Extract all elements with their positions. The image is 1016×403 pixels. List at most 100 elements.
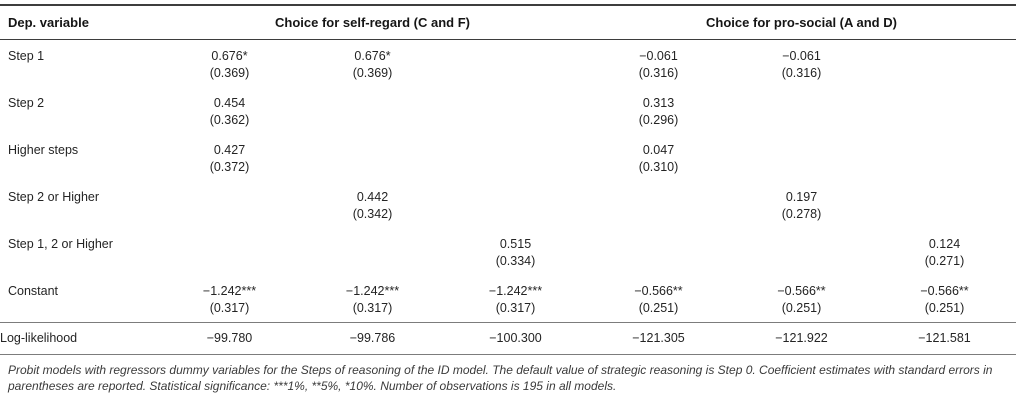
table-row-constant: Constant −1.242*** −1.242*** −1.242*** −…	[0, 275, 1016, 300]
column-group-self-regard: Choice for self-regard (C and F)	[274, 15, 471, 30]
regression-table: Dep. variable Choice for self-regard (C …	[0, 4, 1016, 355]
column-group-pro-social: Choice for pro-social (A and D)	[706, 15, 897, 30]
se-cell	[301, 112, 444, 134]
se-cell: (0.317)	[209, 301, 250, 315]
log-likelihood-cell: −121.581	[918, 331, 971, 345]
se-cell: (0.372)	[209, 160, 250, 174]
se-cell	[301, 253, 444, 275]
coef-cell	[730, 134, 873, 159]
row-label-spacer	[0, 253, 158, 275]
log-likelihood-cell: −100.300	[489, 331, 542, 345]
table-row-higher-steps-se: (0.372) (0.310)	[0, 159, 1016, 181]
row-label-spacer	[0, 206, 158, 228]
coef-cell: 0.197	[785, 190, 818, 204]
se-cell	[873, 65, 1016, 87]
coef-cell: 0.427	[213, 143, 246, 157]
coef-cell: 0.454	[213, 96, 246, 110]
coef-cell	[873, 181, 1016, 206]
se-cell: (0.316)	[781, 66, 822, 80]
se-cell: (0.334)	[495, 254, 536, 268]
coef-cell	[873, 87, 1016, 112]
se-cell	[873, 112, 1016, 134]
log-likelihood-cell: −99.780	[206, 331, 253, 345]
coef-cell	[444, 134, 587, 159]
table-row-constant-se: (0.317) (0.317) (0.317) (0.251) (0.251) …	[0, 300, 1016, 323]
se-cell: (0.362)	[209, 113, 250, 127]
coef-cell: 0.442	[356, 190, 389, 204]
se-cell: (0.278)	[781, 207, 822, 221]
row-label: Log-likelihood	[0, 331, 78, 345]
row-label: Constant	[8, 284, 59, 298]
row-label: Step 1	[8, 49, 45, 63]
coef-cell	[444, 40, 587, 66]
se-cell	[730, 253, 873, 275]
se-cell: (0.251)	[781, 301, 822, 315]
coef-cell	[587, 228, 730, 253]
coef-cell	[158, 181, 301, 206]
se-cell: (0.317)	[495, 301, 536, 315]
row-label: Step 2	[8, 96, 45, 110]
row-label: Higher steps	[8, 143, 79, 157]
se-cell	[444, 112, 587, 134]
coef-cell	[301, 228, 444, 253]
coef-cell: −0.061	[782, 49, 821, 63]
se-cell	[587, 253, 730, 275]
table-row-step-1-2-or-higher: Step 1, 2 or Higher 0.515 0.124	[0, 228, 1016, 253]
se-cell: (0.342)	[352, 207, 393, 221]
coef-cell	[873, 40, 1016, 66]
coef-cell	[301, 134, 444, 159]
table-row-step-2-se: (0.362) (0.296)	[0, 112, 1016, 134]
coef-cell	[444, 181, 587, 206]
se-cell	[587, 206, 730, 228]
se-cell: (0.296)	[638, 113, 679, 127]
coef-cell	[730, 228, 873, 253]
coef-cell: −0.566**	[777, 284, 826, 298]
coef-cell	[301, 87, 444, 112]
coef-cell	[873, 134, 1016, 159]
coef-cell: −0.566**	[920, 284, 969, 298]
se-cell: (0.317)	[352, 301, 393, 315]
coef-cell: 0.676*	[354, 49, 391, 63]
se-cell: (0.251)	[924, 301, 965, 315]
table-row-step-1-se: (0.369) (0.369) (0.316) (0.316)	[0, 65, 1016, 87]
log-likelihood-cell: −99.786	[349, 331, 396, 345]
se-cell	[158, 206, 301, 228]
column-header-dep-variable: Dep. variable	[8, 15, 89, 30]
se-cell	[158, 253, 301, 275]
table-row-step-2-or-higher-se: (0.342) (0.278)	[0, 206, 1016, 228]
se-cell	[444, 159, 587, 181]
coef-cell	[158, 228, 301, 253]
se-cell	[444, 206, 587, 228]
table-footnote: Probit models with regressors dummy vari…	[8, 363, 993, 393]
coef-cell: −1.242***	[345, 284, 400, 298]
coef-cell: −1.242***	[488, 284, 543, 298]
table-row-step-1: Step 1 0.676* 0.676* −0.061 −0.061	[0, 40, 1016, 66]
row-label-spacer	[0, 300, 158, 323]
se-cell: (0.310)	[638, 160, 679, 174]
coef-cell: 0.515	[499, 237, 532, 251]
log-likelihood-cell: −121.922	[775, 331, 828, 345]
se-cell	[873, 206, 1016, 228]
coef-cell: 0.676*	[211, 49, 248, 63]
se-cell	[730, 159, 873, 181]
se-cell: (0.251)	[638, 301, 679, 315]
table-row-step-2-or-higher: Step 2 or Higher 0.442 0.197	[0, 181, 1016, 206]
row-label: Step 1, 2 or Higher	[8, 237, 113, 251]
table-row-step-1-2-or-higher-se: (0.334) (0.271)	[0, 253, 1016, 275]
row-label-spacer	[0, 112, 158, 134]
log-likelihood-row: Log-likelihood −99.780 −99.786 −100.300 …	[0, 322, 1016, 355]
coef-cell: −0.566**	[634, 284, 683, 298]
row-label-spacer	[0, 159, 158, 181]
coef-cell	[444, 87, 587, 112]
coef-cell: −1.242***	[202, 284, 257, 298]
se-cell	[301, 159, 444, 181]
coef-cell	[587, 181, 730, 206]
se-cell	[730, 112, 873, 134]
row-label: Step 2 or Higher	[8, 190, 100, 204]
log-likelihood-cell: −121.305	[632, 331, 685, 345]
se-cell	[873, 159, 1016, 181]
se-cell: (0.369)	[209, 66, 250, 80]
coef-cell	[730, 87, 873, 112]
coef-cell: 0.124	[928, 237, 961, 251]
